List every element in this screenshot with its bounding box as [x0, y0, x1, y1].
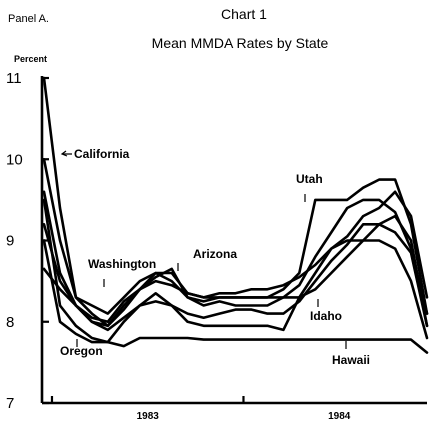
chart-title: Chart 1 [221, 6, 267, 22]
series-label-arizona: Arizona [193, 247, 237, 261]
series-line-arizona [42, 190, 429, 324]
series-labels: California Utah Arizona Washington Idaho Oreg… [60, 147, 370, 367]
y-tick-label: 8 [6, 314, 14, 331]
x-tick-label: 1984 [328, 411, 351, 422]
series-line-california [42, 76, 429, 328]
x-tick-label: 1983 [137, 411, 160, 422]
y-tick-label: 10 [6, 151, 23, 168]
series-line-washington [42, 190, 429, 328]
series-label-oregon: Oregon [60, 344, 103, 358]
chart-subtitle: Mean MMDA Rates by State [152, 35, 329, 51]
series-line-utah [42, 158, 429, 315]
label-pointer-california [60, 150, 72, 157]
series-label-utah: Utah [296, 172, 323, 186]
y-tick-label: 11 [6, 70, 22, 87]
y-axis-label: Percent [14, 54, 47, 64]
panel-label: Panel A. [8, 13, 49, 25]
series-line-idaho [42, 223, 429, 332]
series-label-california: California [74, 147, 130, 161]
series-lines [42, 76, 429, 354]
series-label-washington: Washington [88, 257, 156, 271]
x-tick-labels: 1983 1984 [137, 411, 351, 422]
y-tick-label: 9 [6, 233, 14, 250]
series-line-hawaii [42, 198, 429, 354]
y-tick-labels: 7 8 9 10 11 [6, 70, 23, 412]
series-label-idaho: Idaho [310, 309, 342, 323]
y-tick-label: 7 [6, 395, 14, 412]
series-label-hawaii: Hawaii [332, 353, 370, 367]
